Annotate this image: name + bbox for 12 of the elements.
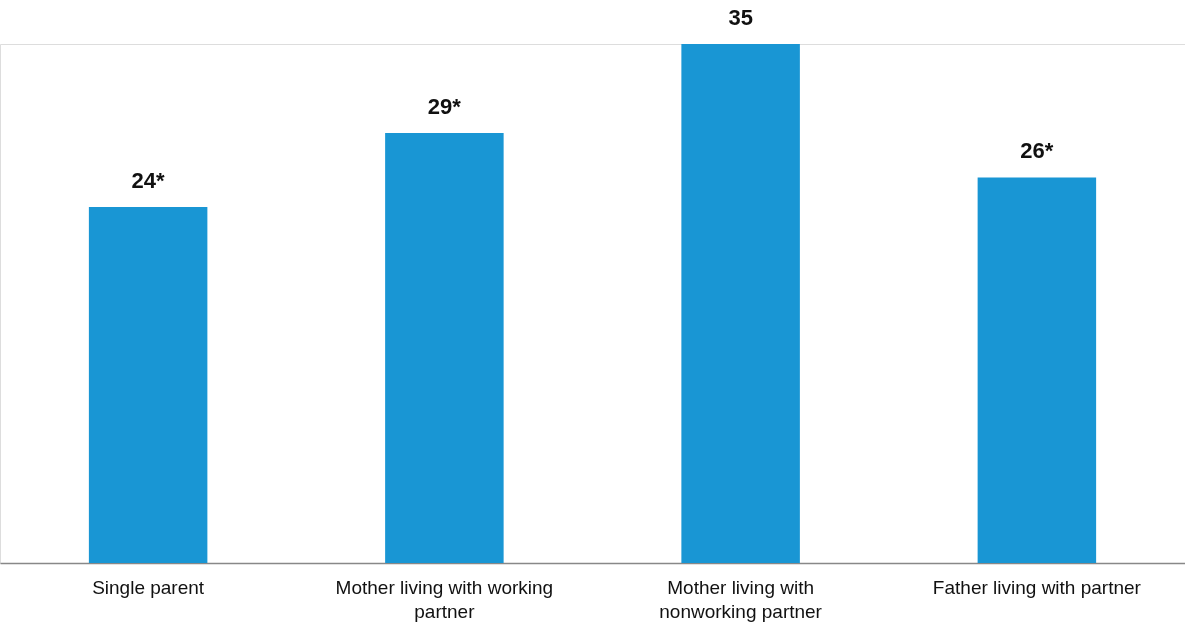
x-tick-label: Single parent [92, 577, 205, 598]
bar [977, 177, 1097, 563]
bar [681, 44, 800, 563]
data-label: 24* [131, 168, 166, 194]
x-tick-label: Mother living with nonworking partner [659, 577, 823, 622]
x-tick-label: Mother living with working partner [335, 577, 554, 622]
bar [88, 207, 208, 563]
data-label: 35 [728, 5, 753, 30]
data-label: 26* [1020, 138, 1054, 164]
data-label: 29* [427, 93, 462, 119]
bar [385, 132, 504, 563]
x-tick-label: Father living with partner [932, 577, 1142, 598]
